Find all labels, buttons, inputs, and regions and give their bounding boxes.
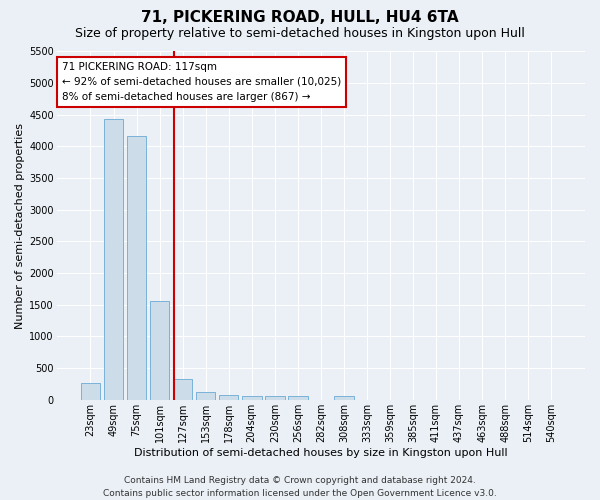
Bar [219, 395, 238, 400]
Bar [81, 382, 100, 400]
Bar [288, 396, 308, 400]
Bar [265, 396, 284, 400]
Text: 71, PICKERING ROAD, HULL, HU4 6TA: 71, PICKERING ROAD, HULL, HU4 6TA [141, 10, 459, 25]
Bar [173, 379, 193, 400]
X-axis label: Distribution of semi-detached houses by size in Kingston upon Hull: Distribution of semi-detached houses by … [134, 448, 508, 458]
Bar [127, 136, 146, 400]
Bar [150, 300, 169, 400]
Text: Contains HM Land Registry data © Crown copyright and database right 2024.
Contai: Contains HM Land Registry data © Crown c… [103, 476, 497, 498]
Bar [196, 392, 215, 400]
Text: Size of property relative to semi-detached houses in Kingston upon Hull: Size of property relative to semi-detach… [75, 28, 525, 40]
Y-axis label: Number of semi-detached properties: Number of semi-detached properties [15, 122, 25, 328]
Bar [334, 396, 353, 400]
Text: 71 PICKERING ROAD: 117sqm
← 92% of semi-detached houses are smaller (10,025)
8% : 71 PICKERING ROAD: 117sqm ← 92% of semi-… [62, 62, 341, 102]
Bar [104, 120, 124, 400]
Bar [242, 396, 262, 400]
